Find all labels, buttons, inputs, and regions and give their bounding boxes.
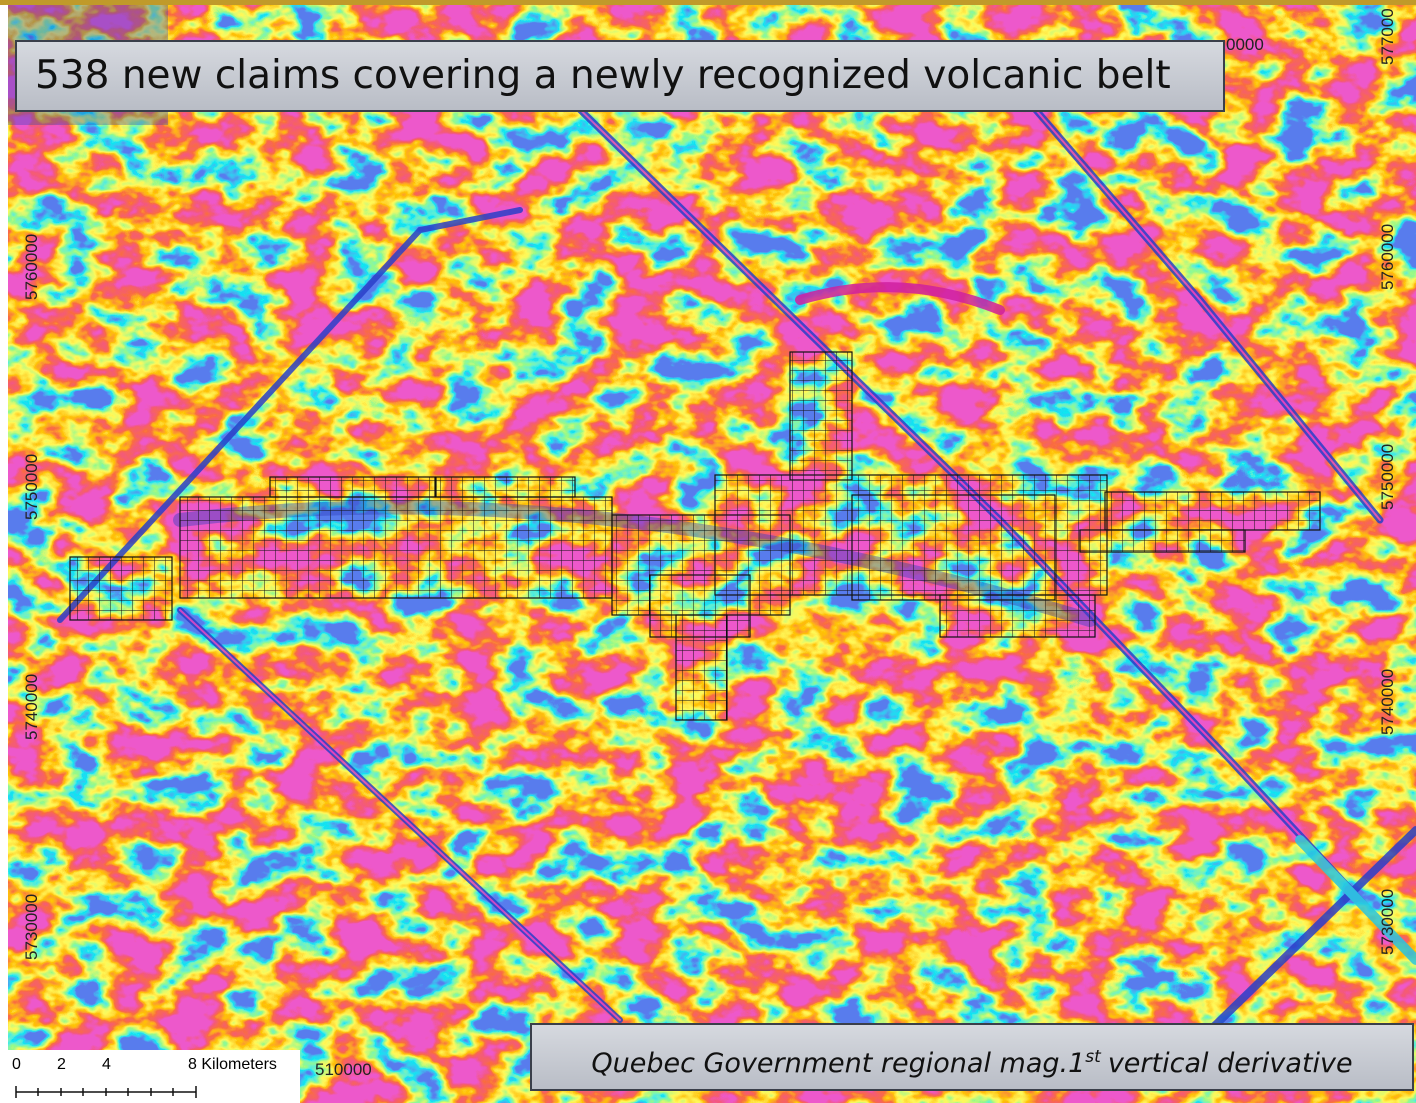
grid-label: 5760000 — [22, 233, 41, 300]
title-box: 538 new claims covering a newly recogniz… — [15, 40, 1225, 112]
title: 538 new claims covering a newly recogniz… — [35, 53, 1171, 98]
scale-label: 2 — [57, 1056, 66, 1073]
caption: Quebec Government regional mag.1 — [591, 1048, 1086, 1079]
grid-label: 5730000 — [22, 893, 41, 960]
caption-superscript: st — [1085, 1047, 1101, 1067]
grid-label: 5740000 — [1378, 668, 1397, 735]
claim-blocks — [69, 351, 1321, 721]
grid-label: 5730000 — [1378, 888, 1397, 955]
grid-label: 5760000 — [1378, 223, 1397, 290]
grid-label: 0000 — [1226, 35, 1264, 54]
scale-label: 0 — [12, 1056, 21, 1073]
top-bar — [0, 0, 1416, 5]
grid-label: 5750000 — [1378, 443, 1397, 510]
grid-label: 5740000 — [22, 673, 41, 740]
scale-label: 8 Kilometers — [188, 1056, 277, 1073]
grid-label: 5750000 — [22, 453, 41, 520]
scale-label: 4 — [102, 1056, 111, 1073]
grid-label: 510000 — [315, 1060, 372, 1079]
scale-bar: 0 2 4 8 Kilometers — [0, 1050, 300, 1103]
caption-suffix: vertical derivative — [1107, 1048, 1353, 1079]
caption-box: Quebec Government regional mag.1st vertic… — [530, 1023, 1414, 1091]
grid-label: 577000 — [1378, 8, 1397, 65]
scale-ruler — [15, 1086, 197, 1098]
